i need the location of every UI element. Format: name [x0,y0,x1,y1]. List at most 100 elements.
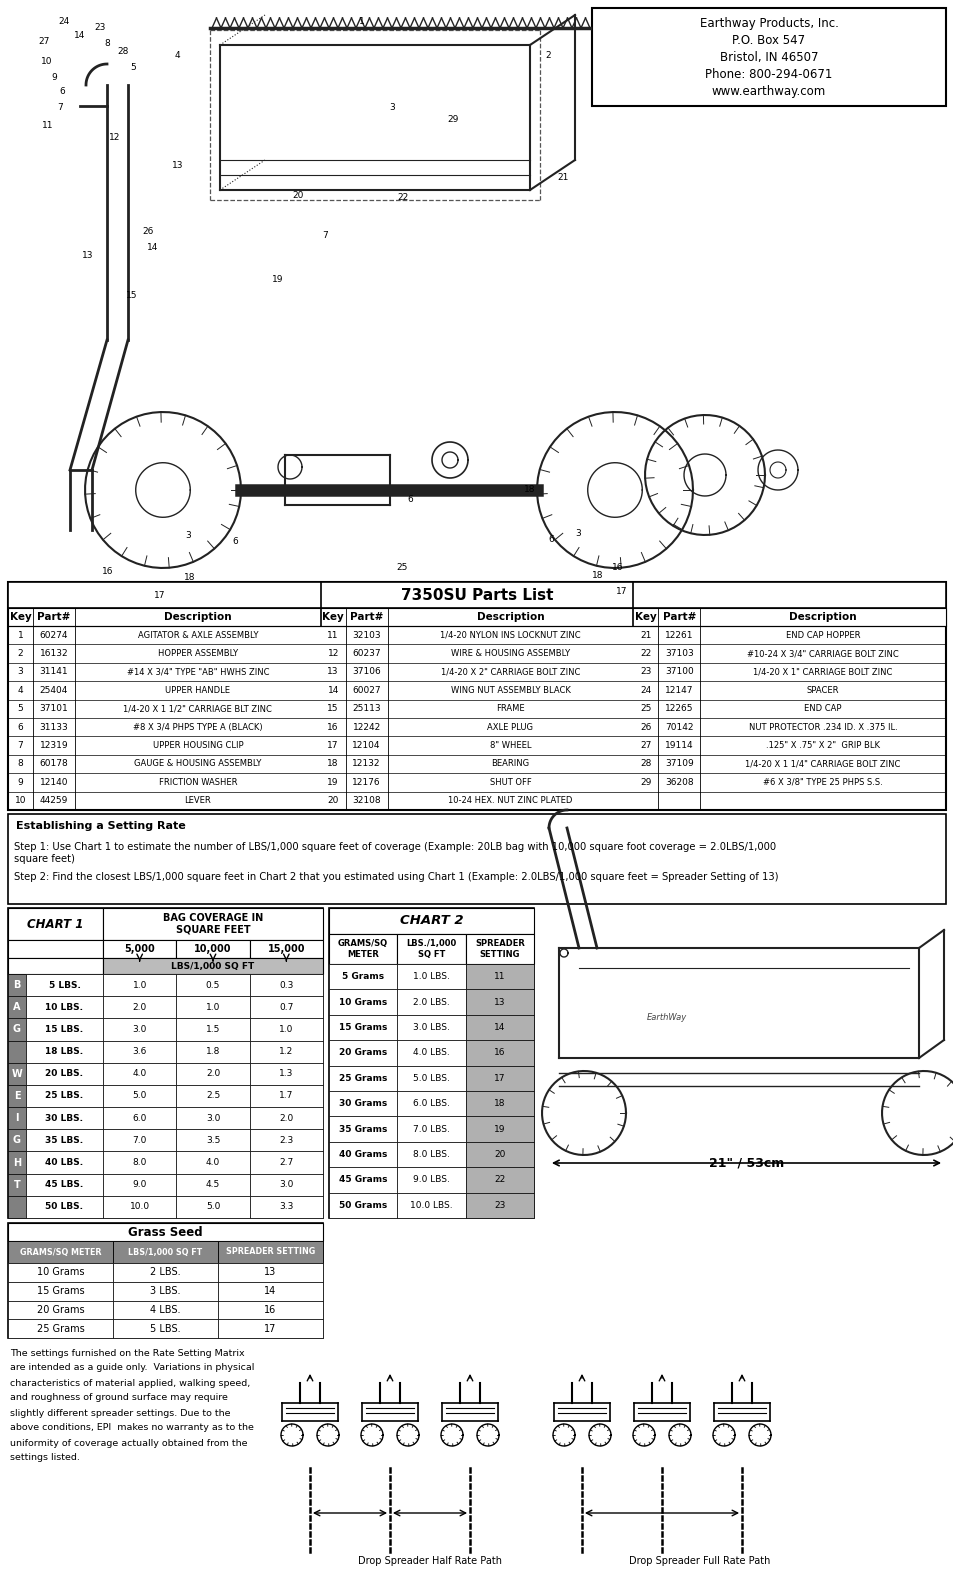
Bar [329,1141,396,1166]
Text: 2.0: 2.0 [279,1113,294,1122]
Bar [26,1063,103,1085]
Text: characteristics of material applied, walking speed,: characteristics of material applied, wal… [10,1379,250,1388]
Text: 21: 21 [639,630,651,640]
Bar [329,989,396,1016]
Text: 60237: 60237 [352,649,380,659]
Text: Key: Key [322,612,344,623]
Text: SHUT OFF: SHUT OFF [489,778,531,788]
Text: 19: 19 [494,1124,505,1133]
Text: Step 2: Find the closest LBS/1,000 square feet in Chart 2 that you estimated usi: Step 2: Find the closest LBS/1,000 squar… [14,872,778,882]
Text: 10 Grams: 10 Grams [37,1267,84,1278]
Bar [8,1041,26,1063]
Text: 6: 6 [548,536,554,544]
Text: 44259: 44259 [40,797,68,805]
Text: UPPER HANDLE: UPPER HANDLE [165,685,230,695]
Text: Grass Seed: Grass Seed [128,1226,203,1239]
Text: NUT PROTECTOR .234 ID. X .375 IL.: NUT PROTECTOR .234 ID. X .375 IL. [748,723,897,731]
Bar [8,1196,26,1218]
Bar [8,1240,112,1262]
Text: 13: 13 [327,668,338,676]
Bar [465,1041,534,1066]
Bar [8,1063,26,1085]
Bar [8,975,26,997]
Bar [103,909,323,940]
Text: 14: 14 [74,31,86,41]
Bar [176,1129,250,1151]
Text: 60027: 60027 [352,685,380,695]
Bar [250,940,323,957]
Text: 18 LBS.: 18 LBS. [46,1047,84,1056]
Bar [465,1116,534,1141]
Bar [592,8,945,105]
Text: 17: 17 [264,1324,276,1333]
Bar [176,1196,250,1218]
Text: 3: 3 [389,104,395,113]
Text: 27: 27 [38,38,50,47]
Bar [396,964,465,989]
Text: 12261: 12261 [664,630,693,640]
Bar [465,1016,534,1041]
Text: 3.0: 3.0 [279,1181,294,1190]
Text: 60274: 60274 [40,630,69,640]
Text: 5 LBS.: 5 LBS. [150,1324,181,1333]
Text: 6: 6 [407,495,413,505]
Text: 14: 14 [264,1286,276,1297]
Bar [176,1041,250,1063]
Bar [8,1223,323,1240]
Text: 4: 4 [18,685,23,695]
Bar [465,1193,534,1218]
Bar [112,1281,218,1300]
Bar [250,1129,323,1151]
Text: 28: 28 [639,759,651,769]
Bar [250,997,323,1019]
Text: 4: 4 [174,50,179,60]
Text: 5.0: 5.0 [206,1203,220,1212]
Bar [396,1141,465,1166]
Text: Key: Key [10,612,31,623]
Text: FRICTION WASHER: FRICTION WASHER [158,778,237,788]
Text: 7.0 LBS.: 7.0 LBS. [413,1124,450,1133]
Text: 29: 29 [639,778,651,788]
Text: 0.3: 0.3 [279,981,294,990]
Text: 5,000: 5,000 [124,945,155,954]
Text: 23: 23 [639,668,651,676]
Text: H: H [13,1157,21,1168]
Bar [250,1041,323,1063]
Bar [396,1116,465,1141]
Bar [8,940,103,957]
Text: 45 LBS.: 45 LBS. [46,1181,84,1190]
Text: 1.3: 1.3 [279,1069,294,1078]
Text: 5 LBS.: 5 LBS. [49,981,80,990]
Text: 31133: 31133 [40,723,69,731]
Text: CHART 1: CHART 1 [28,918,84,931]
Bar [112,1300,218,1319]
Bar [396,989,465,1016]
Text: 5: 5 [17,704,24,714]
Bar [26,975,103,997]
Text: 37101: 37101 [40,704,69,714]
Bar [329,1016,396,1041]
Bar [8,814,945,904]
Text: and roughness of ground surface may require: and roughness of ground surface may requ… [10,1393,228,1402]
Text: 60178: 60178 [40,759,69,769]
Text: 14: 14 [327,685,338,695]
Bar [250,1107,323,1129]
Text: Description: Description [164,612,232,623]
Bar [329,1041,396,1066]
Text: 8: 8 [104,39,110,49]
Text: 15: 15 [327,704,338,714]
Bar [8,1129,26,1151]
Text: 4.0: 4.0 [132,1069,147,1078]
Text: The settings furnished on the Rate Setting Matrix: The settings furnished on the Rate Setti… [10,1349,244,1358]
Text: 8: 8 [17,759,24,769]
Text: 23: 23 [94,24,106,33]
Text: 12176: 12176 [352,778,380,788]
Bar [8,582,945,810]
Bar [329,1166,396,1193]
Bar [329,1066,396,1091]
Text: 9: 9 [51,72,57,82]
Bar [329,1091,396,1116]
Text: 5.0: 5.0 [132,1091,147,1100]
Text: 37106: 37106 [352,668,380,676]
Bar [176,997,250,1019]
